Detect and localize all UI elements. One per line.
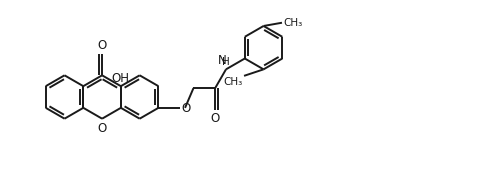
Text: O: O <box>97 122 107 135</box>
Text: O: O <box>181 102 190 115</box>
Text: N: N <box>217 54 226 67</box>
Text: O: O <box>97 39 107 52</box>
Text: H: H <box>222 57 230 67</box>
Text: CH₃: CH₃ <box>283 18 302 28</box>
Text: CH₃: CH₃ <box>224 77 243 87</box>
Text: OH: OH <box>112 72 130 85</box>
Text: O: O <box>211 112 220 125</box>
